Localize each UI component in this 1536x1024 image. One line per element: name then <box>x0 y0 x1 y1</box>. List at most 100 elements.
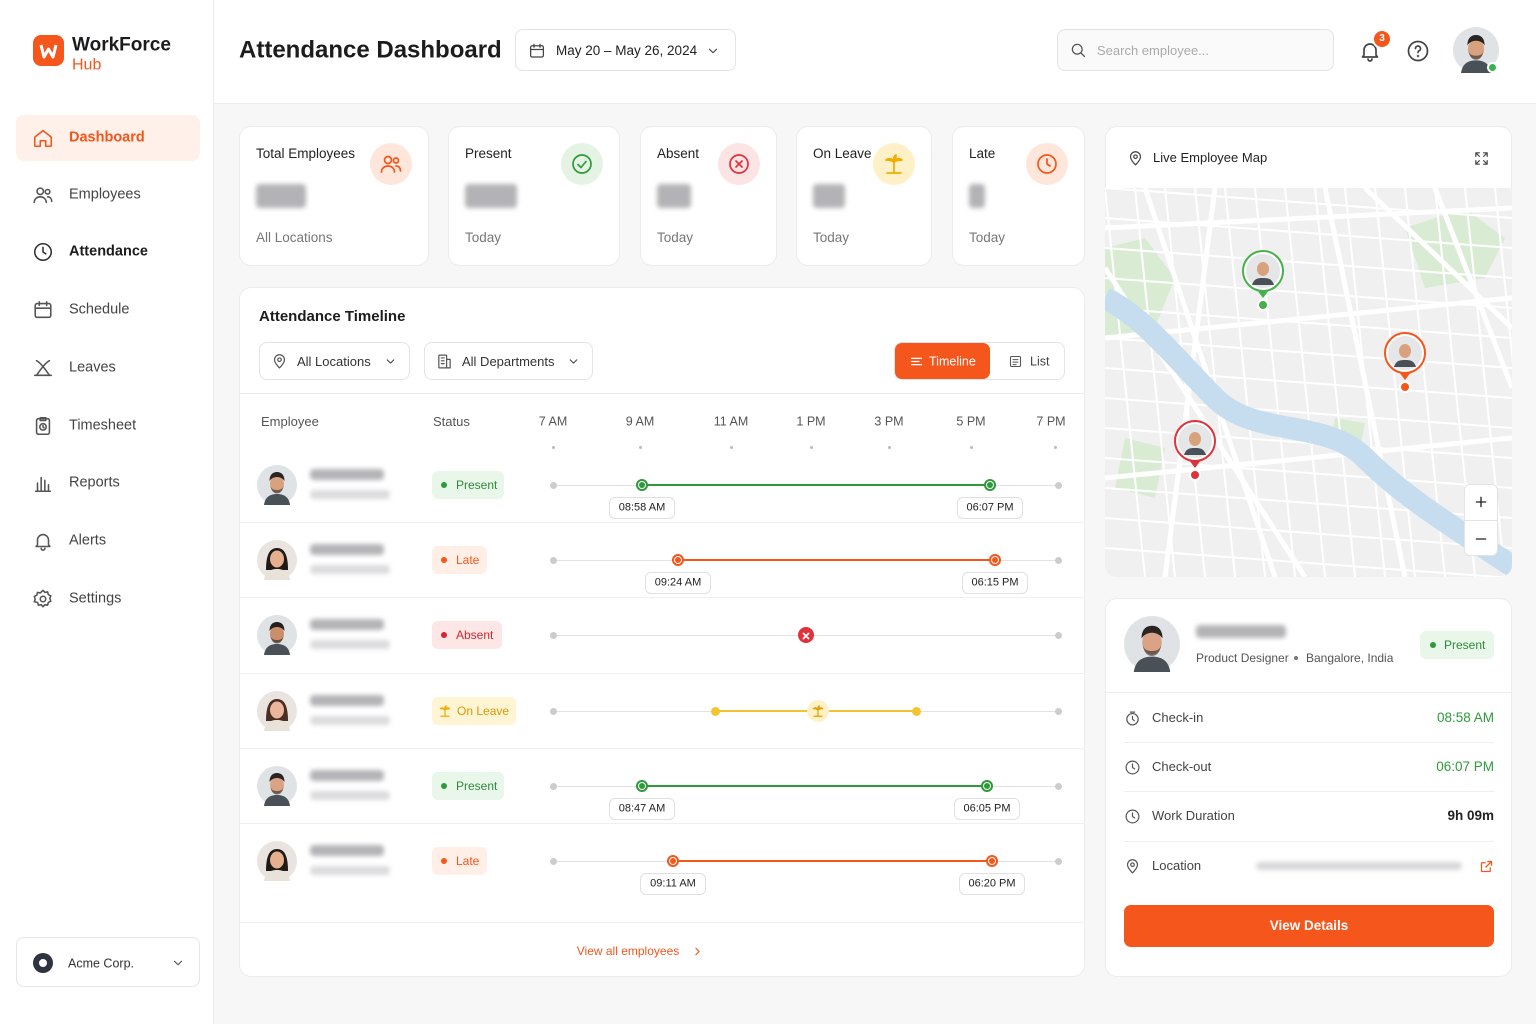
graphic <box>33 129 53 148</box>
graphic <box>36 187 45 196</box>
graphic <box>35 417 51 436</box>
stat-label: Total Employees <box>256 145 356 161</box>
graphic <box>1467 35 1485 46</box>
graphic <box>269 472 285 481</box>
status-label: Present <box>456 477 498 492</box>
search-placeholder: Search employee... <box>1097 43 1210 59</box>
stat-value-redacted <box>657 184 691 208</box>
avatar <box>257 766 297 806</box>
time-label: 08:58 AM <box>618 501 666 514</box>
nav-icon <box>32 299 54 321</box>
nav-label: Employees <box>69 186 141 203</box>
nav-label: Settings <box>69 590 122 607</box>
graphic <box>694 947 700 955</box>
graphic <box>392 157 400 164</box>
graphic <box>1174 420 1216 481</box>
hour-label: 7 AM <box>538 414 568 429</box>
org-name: Acme Corp. <box>68 956 134 971</box>
graphic <box>1467 39 1485 59</box>
track-end <box>550 857 557 865</box>
graphic <box>1399 344 1411 358</box>
graphic <box>33 589 52 608</box>
graphic <box>1115 438 1165 498</box>
graphic <box>1037 154 1057 174</box>
field-divider <box>1124 742 1494 743</box>
brand-sub: Hub <box>72 56 102 74</box>
graphic <box>270 486 284 494</box>
graphic <box>1105 367 1512 399</box>
view-list[interactable] <box>992 343 1064 379</box>
time-label: 08:47 AM <box>618 802 666 815</box>
dept-redacted <box>310 640 390 649</box>
time-label: 09:11 AM <box>650 877 696 890</box>
graphic <box>1131 811 1135 819</box>
graphic <box>34 300 52 319</box>
graphic <box>885 154 903 174</box>
graphic <box>1257 262 1269 276</box>
graphic <box>729 154 749 174</box>
track-end <box>1055 857 1062 865</box>
graphic <box>1142 630 1162 655</box>
sidebar <box>0 0 214 1024</box>
hour-label: 5 PM <box>956 414 986 429</box>
view-details-button[interactable] <box>1124 905 1494 947</box>
nav-icon <box>32 241 54 263</box>
status-dot <box>441 482 447 488</box>
filter-icon <box>436 353 453 370</box>
stat-value-redacted <box>813 184 845 208</box>
graphic <box>729 154 749 174</box>
graphic <box>1361 43 1379 62</box>
status-dot <box>441 858 447 864</box>
name-redacted <box>310 469 384 480</box>
filter-dropdown[interactable] <box>424 342 593 380</box>
org-chevron <box>171 956 185 970</box>
graphic <box>1126 858 1138 873</box>
location-redacted <box>1256 862 1462 870</box>
graphic <box>1257 299 1269 311</box>
dept-redacted <box>310 866 390 875</box>
nav-label: Reports <box>69 474 120 491</box>
profile-role: Product Designer <box>1196 650 1289 665</box>
graphic <box>1105 277 1512 309</box>
graphic <box>35 416 51 436</box>
avatar <box>257 615 297 655</box>
graphic <box>1141 625 1163 639</box>
graphic <box>1126 858 1138 873</box>
graphic <box>1071 43 1086 58</box>
graphic <box>44 188 51 195</box>
graphic <box>1105 217 1512 249</box>
graphic <box>34 302 52 319</box>
time-chip <box>609 798 675 820</box>
hour-tick <box>551 446 555 449</box>
graphic <box>270 475 284 493</box>
graphic <box>34 476 52 493</box>
external-link-icon <box>1479 859 1494 874</box>
date-picker[interactable] <box>515 29 736 71</box>
graphic <box>1461 60 1491 73</box>
stat-icon <box>882 152 906 176</box>
time-chip <box>962 572 1028 594</box>
graphic <box>1407 40 1429 62</box>
graphic <box>33 359 53 377</box>
graphic <box>273 353 285 368</box>
graphic <box>380 155 402 173</box>
graphic <box>264 644 290 655</box>
graphic <box>33 129 53 148</box>
map-icon <box>1127 150 1144 167</box>
graphic <box>264 720 290 731</box>
list-icon <box>1008 354 1023 369</box>
time-dot-core <box>987 482 993 488</box>
graphic <box>529 43 545 51</box>
graphic <box>735 160 743 168</box>
graphic <box>1464 188 1506 577</box>
avatar <box>1124 616 1180 672</box>
search-box[interactable] <box>1057 29 1334 71</box>
graphic <box>273 353 285 368</box>
search-icon <box>1069 41 1087 59</box>
org-logo <box>33 953 53 973</box>
time-label: 06:07 PM <box>966 501 1014 514</box>
stat-label: Present <box>465 145 512 161</box>
nav-label: Attendance <box>69 243 148 260</box>
help-icon <box>1406 39 1430 63</box>
graphic <box>380 165 396 173</box>
